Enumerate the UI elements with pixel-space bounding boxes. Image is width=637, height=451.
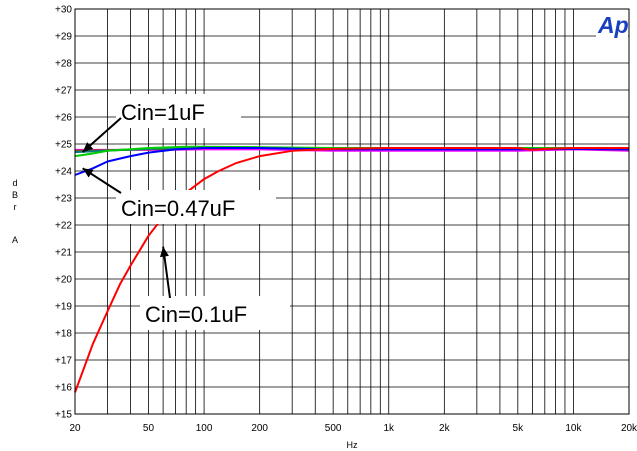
plot-frame — [74, 8, 630, 415]
callout-box — [116, 94, 241, 128]
y-tick-label: +18 — [55, 329, 72, 340]
x-axis-label: Hz — [347, 440, 358, 450]
y-tick-label: +22 — [55, 221, 72, 232]
callout-arrowhead — [82, 168, 94, 178]
y-tick-label: +27 — [55, 86, 72, 97]
y-tick-label: +25 — [55, 140, 72, 151]
callout-arrowhead — [159, 246, 169, 258]
logo-text: Ap — [597, 12, 629, 38]
y-axis-label-char: d — [12, 178, 17, 188]
y-tick-label: +24 — [55, 167, 72, 178]
y-axis-label-char: A — [12, 235, 18, 245]
y-tick-label: +30 — [55, 5, 72, 16]
y-tick-label: +16 — [55, 383, 72, 394]
callout-label: Cin=0.1uF — [145, 302, 247, 327]
y-tick-label: +15 — [55, 410, 72, 421]
x-tick-label: 100 — [196, 423, 213, 434]
x-tick-label: 200 — [251, 423, 268, 434]
x-tick-label: 5k — [513, 423, 525, 434]
y-tick-label: +23 — [55, 194, 72, 205]
y-tick-label: +20 — [55, 275, 72, 286]
x-tick-label: 50 — [143, 423, 155, 434]
y-axis-label-char: B — [12, 190, 18, 200]
annotations: Cin=1uF Cin=0.47uF Cin=0.1uF — [81, 94, 290, 330]
y-tick-labels: +30 +29 +28 +27 +26 +25 +24 +23 +22 +21 +20 +19 +18 +… — [55, 5, 72, 421]
x-tick-label: 20k — [621, 423, 637, 434]
callout-box — [116, 190, 276, 224]
x-tick-label: 20 — [69, 423, 81, 434]
x-tick-label: 500 — [325, 423, 342, 434]
x-tick-labels: 20 50 100 200 500 1k 2k 5k 10k 20k — [69, 423, 637, 434]
series-line — [74, 147, 630, 176]
x-tick-label: 2k — [439, 423, 451, 434]
y-tick-label: +28 — [55, 59, 72, 70]
callout-box — [140, 296, 290, 330]
logo-bg — [596, 11, 628, 37]
callout-arrowhead — [82, 142, 94, 153]
y-tick-label: +26 — [55, 113, 72, 124]
y-tick-label: +19 — [55, 302, 72, 313]
ap-logo: Ap — [596, 11, 629, 38]
series-line — [74, 147, 629, 393]
y-axis-label-char: r — [14, 202, 17, 212]
y-tick-label: +29 — [55, 32, 72, 43]
x-tick-label: 1k — [383, 423, 395, 434]
y-tick-label: +17 — [55, 356, 72, 367]
series-lines — [74, 145, 630, 393]
x-tick-label: 10k — [565, 423, 582, 434]
y-tick-label: +21 — [55, 248, 72, 259]
callout-label: Cin=0.47uF — [121, 196, 235, 221]
y-axis-label: dBr A — [12, 178, 18, 245]
grid — [75, 9, 629, 414]
callout-label: Cin=1uF — [121, 100, 205, 125]
